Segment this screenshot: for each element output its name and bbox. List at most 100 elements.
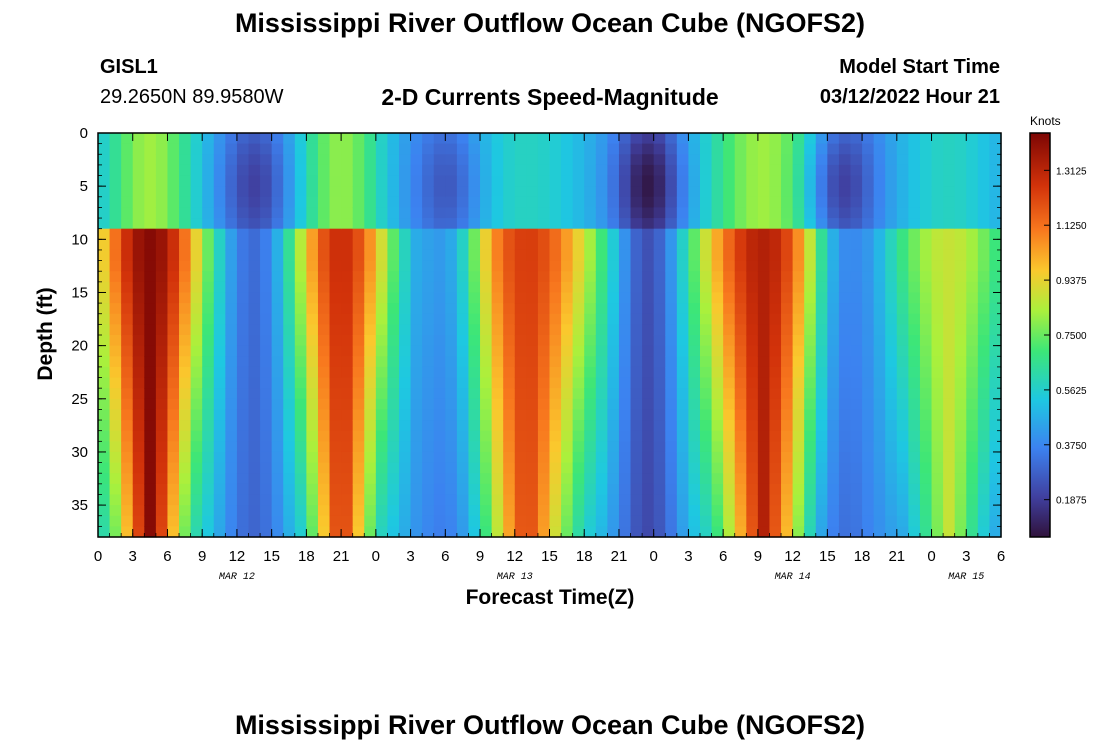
heatmap-cell	[607, 345, 620, 357]
heatmap-cell	[595, 345, 608, 357]
heatmap-cell	[468, 420, 481, 432]
heatmap-cell	[456, 515, 470, 527]
heatmap-cell	[943, 335, 956, 347]
heatmap-cell	[503, 335, 516, 347]
heatmap-cell	[283, 281, 296, 294]
heatmap-cell	[341, 335, 354, 347]
heatmap-cell	[919, 324, 933, 336]
heatmap-cell	[746, 462, 759, 474]
heatmap-cell	[179, 473, 192, 485]
heatmap-cell	[375, 388, 389, 400]
heatmap-cell	[931, 462, 944, 474]
heatmap-cell	[908, 441, 921, 453]
heatmap-cell	[190, 366, 203, 379]
heatmap-cell	[618, 186, 632, 198]
heatmap-cell	[595, 239, 608, 251]
heatmap-cell	[746, 345, 759, 357]
heatmap-cell	[757, 451, 771, 464]
heatmap-cell	[317, 281, 331, 294]
heatmap-cell	[456, 207, 470, 219]
heatmap-cell	[792, 356, 805, 368]
heatmap-cell	[236, 324, 250, 336]
heatmap-cell	[966, 292, 979, 304]
heatmap-cell	[294, 505, 307, 517]
heatmap-cell	[804, 462, 817, 474]
heatmap-cell	[121, 249, 134, 262]
heatmap-cell	[989, 462, 1002, 474]
heatmap-cell	[850, 260, 863, 272]
heatmap-cell	[537, 186, 551, 198]
heatmap-cell	[723, 409, 736, 421]
heatmap-cell	[248, 462, 261, 474]
heatmap-cell	[236, 175, 250, 187]
heatmap-cell	[445, 388, 458, 400]
heatmap-cell	[746, 324, 759, 336]
heatmap-cell	[468, 462, 481, 474]
heatmap-cell	[618, 483, 632, 496]
heatmap-cell	[838, 430, 852, 442]
heatmap-cell	[445, 515, 458, 527]
heatmap-cell	[919, 388, 933, 400]
heatmap-cell	[190, 292, 203, 304]
heatmap-cell	[676, 313, 690, 325]
heatmap-cell	[445, 281, 458, 294]
heatmap-cell	[503, 505, 516, 517]
heatmap-cell	[399, 218, 412, 230]
heatmap-cell	[746, 292, 759, 304]
heatmap-cell	[109, 420, 122, 432]
heatmap-cell	[746, 175, 759, 187]
heatmap-cell	[445, 473, 458, 485]
heatmap-cell	[445, 133, 458, 145]
heatmap-cell	[503, 175, 516, 187]
heatmap-cell	[260, 494, 273, 506]
heatmap-cell	[329, 196, 342, 209]
heatmap-cell	[167, 196, 180, 209]
heatmap-cell	[862, 260, 875, 272]
heatmap-cell	[306, 377, 319, 389]
heatmap-cell	[908, 462, 921, 474]
heatmap-cell	[121, 473, 134, 485]
heatmap-cell	[387, 196, 400, 209]
heatmap-cell	[317, 505, 331, 517]
heatmap-cell	[167, 249, 180, 262]
heatmap-cell	[653, 430, 666, 442]
heatmap-cell	[352, 505, 365, 517]
heatmap-cell	[838, 420, 852, 432]
heatmap-cell	[642, 154, 655, 166]
heatmap-cell	[896, 303, 909, 315]
heatmap-cell	[815, 218, 828, 230]
heatmap-cell	[653, 494, 666, 506]
heatmap-cell	[885, 313, 898, 325]
heatmap-cell	[236, 473, 250, 485]
heatmap-cell	[653, 260, 666, 272]
heatmap-cell	[850, 430, 863, 442]
heatmap-cell	[341, 239, 354, 251]
heatmap-cell	[236, 366, 250, 379]
heatmap-cell	[804, 207, 817, 219]
heatmap-cell	[410, 398, 423, 411]
heatmap-cell	[989, 239, 1002, 251]
heatmap-cell	[572, 154, 585, 166]
heatmap-cell	[723, 494, 736, 506]
heatmap-cell	[711, 398, 724, 411]
heatmap-cell	[98, 228, 111, 240]
heatmap-cell	[445, 313, 458, 325]
heatmap-cell	[433, 218, 446, 230]
heatmap-cell	[561, 441, 574, 453]
heatmap-cell	[827, 462, 840, 474]
heatmap-cell	[919, 377, 933, 389]
heatmap-cell	[827, 451, 840, 464]
heatmap-cell	[723, 154, 736, 166]
heatmap-cell	[132, 260, 145, 272]
heatmap-cell	[711, 196, 724, 209]
heatmap-cell	[514, 388, 527, 400]
heatmap-cell	[734, 462, 747, 474]
heatmap-cell	[850, 420, 863, 432]
heatmap-cell	[468, 388, 481, 400]
heatmap-cell	[399, 207, 412, 219]
heatmap-cell	[480, 292, 493, 304]
heatmap-cell	[700, 441, 713, 453]
heatmap-cell	[537, 207, 551, 219]
heatmap-cell	[537, 494, 551, 506]
heatmap-cell	[561, 388, 574, 400]
